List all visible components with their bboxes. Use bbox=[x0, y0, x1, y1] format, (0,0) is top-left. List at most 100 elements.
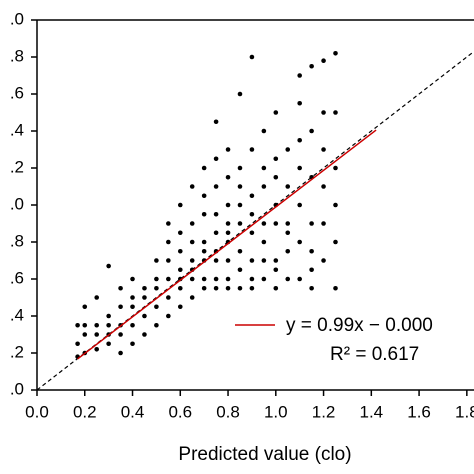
point bbox=[237, 248, 243, 254]
point bbox=[321, 147, 326, 152]
point bbox=[285, 230, 291, 236]
point bbox=[237, 184, 243, 189]
point bbox=[225, 276, 231, 282]
point bbox=[166, 221, 171, 226]
point bbox=[261, 128, 267, 134]
point bbox=[177, 248, 183, 254]
point bbox=[249, 193, 255, 199]
point bbox=[130, 341, 135, 347]
y-tick-label: .4 bbox=[10, 305, 24, 324]
point bbox=[201, 193, 207, 199]
point bbox=[321, 221, 326, 226]
point bbox=[273, 110, 279, 115]
x-tick-label: 0.4 bbox=[121, 402, 145, 421]
point bbox=[321, 184, 326, 189]
x-axis-label: Predicted value (clo) bbox=[178, 444, 351, 465]
point bbox=[94, 347, 99, 352]
point bbox=[177, 304, 183, 310]
point bbox=[261, 184, 267, 189]
point bbox=[249, 54, 255, 60]
x-tick-label: 1.0 bbox=[264, 402, 288, 421]
point bbox=[261, 276, 267, 282]
point bbox=[225, 174, 231, 180]
point bbox=[297, 239, 302, 245]
y-tick-label: .2 bbox=[10, 157, 24, 176]
point bbox=[333, 110, 338, 115]
point bbox=[333, 202, 338, 208]
point bbox=[285, 221, 291, 226]
point bbox=[225, 285, 231, 291]
point bbox=[321, 258, 326, 263]
point bbox=[225, 202, 231, 208]
point bbox=[189, 221, 195, 226]
point bbox=[297, 202, 302, 208]
point bbox=[189, 258, 195, 263]
point bbox=[201, 239, 207, 245]
point bbox=[106, 341, 111, 347]
point bbox=[130, 322, 135, 328]
y-tick-label: .0 bbox=[10, 194, 24, 213]
x-tick-label: 1.4 bbox=[359, 402, 383, 421]
point bbox=[94, 295, 99, 300]
point bbox=[297, 276, 302, 282]
point bbox=[130, 276, 135, 282]
point bbox=[154, 304, 159, 310]
y-tick-label: .6 bbox=[10, 268, 24, 287]
point bbox=[273, 221, 279, 226]
point bbox=[166, 295, 171, 300]
y-tick-label: .4 bbox=[10, 120, 24, 139]
point bbox=[142, 295, 147, 300]
point bbox=[333, 165, 338, 171]
point bbox=[297, 165, 302, 171]
point bbox=[333, 239, 338, 245]
point bbox=[261, 258, 267, 263]
point bbox=[154, 285, 159, 291]
point bbox=[213, 119, 219, 125]
point bbox=[189, 276, 195, 282]
point bbox=[142, 313, 147, 319]
x-tick-label: 1.2 bbox=[312, 402, 336, 421]
point bbox=[285, 248, 291, 254]
point bbox=[261, 221, 267, 226]
point bbox=[333, 51, 338, 56]
point bbox=[201, 248, 207, 254]
point bbox=[249, 230, 255, 236]
x-tick-label: 1.6 bbox=[407, 402, 431, 421]
y-tick-label: .0 bbox=[10, 9, 24, 28]
point bbox=[118, 350, 123, 356]
point bbox=[237, 202, 243, 208]
point bbox=[154, 258, 159, 263]
point bbox=[106, 322, 111, 328]
point bbox=[321, 110, 326, 115]
point bbox=[213, 258, 219, 263]
point bbox=[213, 285, 219, 291]
point bbox=[118, 285, 123, 291]
point bbox=[189, 239, 195, 245]
point bbox=[225, 258, 231, 263]
point bbox=[106, 313, 111, 319]
point bbox=[237, 165, 243, 171]
y-tick-label: .8 bbox=[10, 231, 24, 250]
point bbox=[249, 276, 255, 282]
point bbox=[201, 285, 207, 291]
point bbox=[118, 304, 123, 310]
point bbox=[249, 258, 255, 263]
point bbox=[297, 137, 302, 143]
point bbox=[142, 285, 147, 291]
point bbox=[201, 165, 207, 171]
point bbox=[237, 221, 243, 226]
point bbox=[213, 230, 219, 236]
point bbox=[273, 258, 279, 263]
point bbox=[249, 285, 255, 291]
point bbox=[309, 267, 314, 273]
point bbox=[201, 276, 207, 282]
point bbox=[273, 285, 279, 291]
point bbox=[94, 322, 99, 328]
point bbox=[166, 276, 171, 282]
point bbox=[273, 174, 279, 180]
point bbox=[130, 295, 135, 300]
fit-r2: R² = 0.617 bbox=[330, 344, 419, 365]
point bbox=[177, 202, 183, 208]
point bbox=[213, 276, 219, 282]
